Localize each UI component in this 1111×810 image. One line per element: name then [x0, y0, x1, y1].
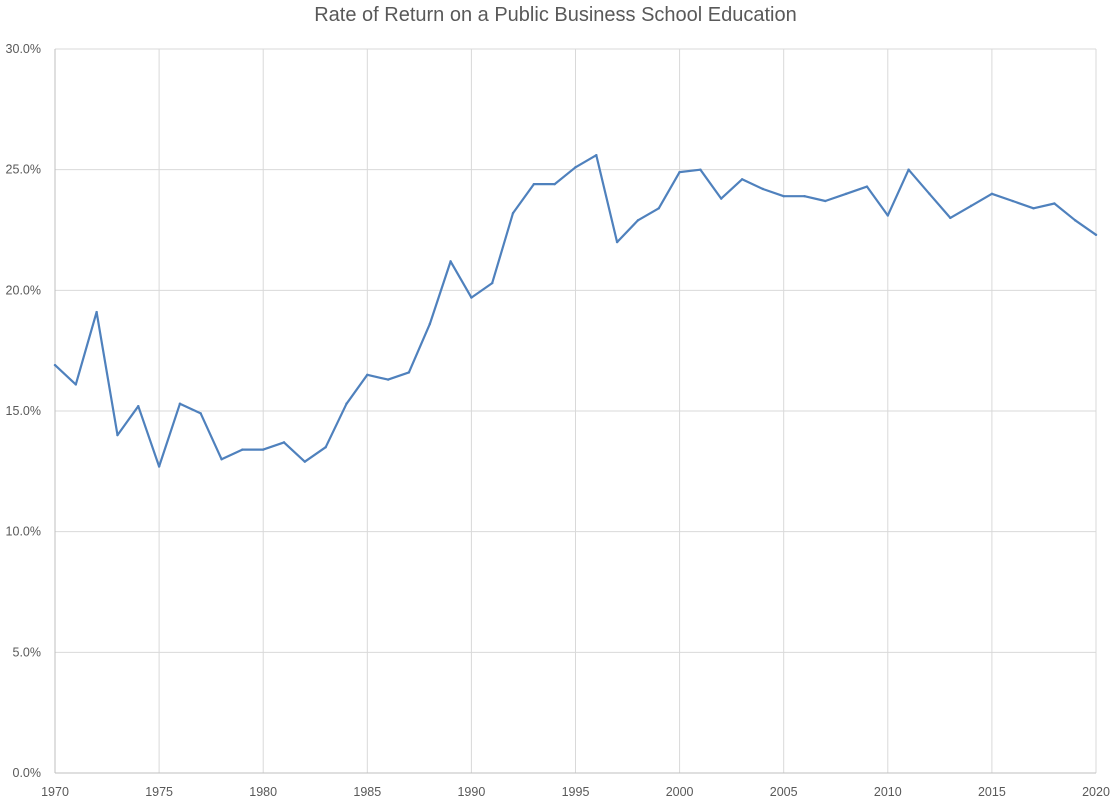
- data-point: [137, 404, 140, 408]
- data-point: [782, 195, 785, 198]
- data-point: [949, 216, 952, 220]
- data-point: [1073, 219, 1077, 222]
- x-tick-label: 1980: [249, 785, 277, 799]
- data-point: [553, 182, 556, 186]
- data-point: [324, 446, 327, 449]
- y-tick-label: 20.0%: [6, 283, 41, 297]
- x-tick-label: 2015: [978, 785, 1006, 799]
- data-point: [428, 322, 431, 326]
- y-tick-label: 0.0%: [13, 766, 42, 780]
- data-point: [241, 448, 244, 451]
- y-tick-labels: 0.0% 5.0% 10.0% 15.0% 20.0% 25.0% 30.0%: [6, 42, 41, 780]
- data-point: [345, 402, 348, 405]
- data-point: [449, 260, 452, 263]
- data-point: [386, 378, 390, 381]
- data-point: [53, 363, 57, 367]
- data-point: [803, 195, 806, 198]
- data-point: [574, 166, 577, 169]
- data-point: [532, 182, 536, 186]
- data-point: [303, 460, 307, 463]
- data-point: [95, 310, 98, 314]
- data-point: [366, 373, 369, 376]
- data-point: [262, 448, 265, 451]
- x-tick-label: 1975: [145, 785, 173, 799]
- x-tick-label: 1990: [457, 785, 485, 799]
- data-point: [282, 441, 286, 444]
- data-point: [1094, 233, 1098, 237]
- data-point: [886, 214, 889, 217]
- data-point: [907, 168, 910, 171]
- data-point: [720, 197, 723, 200]
- y-tick-label: 25.0%: [6, 163, 41, 177]
- data-point: [595, 153, 598, 157]
- data-point: [761, 187, 765, 191]
- x-tick-label: 2000: [666, 785, 694, 799]
- axes: [54, 49, 1096, 774]
- data-point: [928, 192, 931, 195]
- x-tick-label: 2020: [1082, 785, 1110, 799]
- x-tick-label: 1970: [41, 785, 69, 799]
- data-point: [969, 204, 973, 208]
- data-point: [990, 192, 994, 195]
- data-point: [220, 458, 223, 461]
- chart-title: Rate of Return on a Public Business Scho…: [314, 4, 797, 26]
- data-points: [53, 153, 1098, 468]
- x-tick-label: 1985: [353, 785, 381, 799]
- data-point: [178, 402, 182, 405]
- y-tick-label: 5.0%: [13, 645, 42, 659]
- data-point: [657, 207, 660, 210]
- x-tick-label: 2005: [770, 785, 798, 799]
- data-point: [844, 192, 848, 195]
- data-point: [615, 240, 619, 244]
- y-tick-label: 30.0%: [6, 42, 41, 56]
- data-point: [407, 371, 411, 374]
- data-point: [1053, 202, 1056, 205]
- data-point: [116, 433, 119, 437]
- data-point: [157, 465, 161, 468]
- data-point: [74, 383, 78, 386]
- data-point: [199, 412, 202, 415]
- y-tick-label: 15.0%: [6, 404, 41, 418]
- data-point: [824, 199, 827, 203]
- data-point: [511, 211, 515, 215]
- x-tick-label: 2010: [874, 785, 902, 799]
- grid-lines: [55, 48, 1097, 773]
- data-point: [470, 296, 473, 299]
- x-tick-label: 1995: [562, 785, 590, 799]
- data-point: [865, 185, 869, 188]
- y-tick-label: 10.0%: [6, 525, 41, 539]
- data-point: [678, 170, 681, 174]
- data-point: [699, 168, 702, 171]
- data-point: [1011, 199, 1014, 203]
- data-point: [1032, 207, 1035, 210]
- data-point: [491, 281, 494, 285]
- data-point: [636, 219, 640, 222]
- x-tick-labels: 1970 1975 1980 1985 1990 1995 2000 2005 2010 2015…: [41, 785, 1110, 799]
- data-point: [740, 178, 744, 181]
